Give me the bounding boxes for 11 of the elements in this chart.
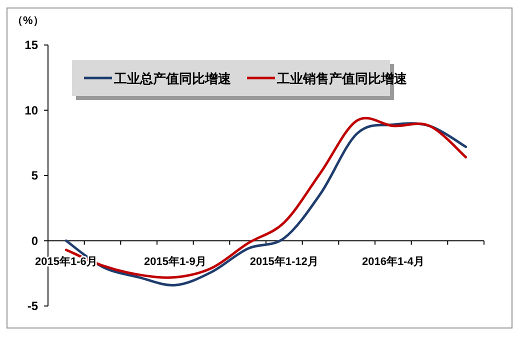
y-tick-label: 10	[24, 103, 38, 118]
x-tick-label: 2015年1-12月	[250, 254, 318, 268]
y-axis-title: （%）	[12, 15, 44, 27]
x-tick-label: 2015年1-9月	[144, 254, 206, 268]
y-tick-label: 15	[24, 38, 38, 52]
legend-label: 工业销售产值同比增速	[276, 71, 408, 86]
y-tick-label: 5	[31, 168, 38, 182]
y-tick-label: 0	[31, 234, 38, 248]
y-tick-label: -5	[27, 299, 38, 313]
x-tick-label: 2016年1-4月	[362, 254, 424, 268]
legend-label: 工业总产值同比增速	[113, 71, 232, 86]
